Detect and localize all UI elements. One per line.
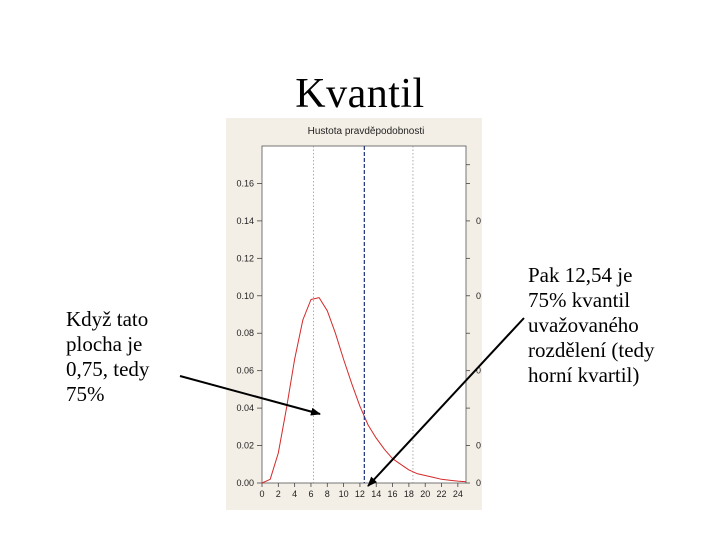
x-tick-label: 22 (437, 489, 447, 499)
y-tick-label: 0.10 (236, 291, 254, 301)
y-tick-label: 0.00 (236, 478, 254, 488)
right-annotation: Pak 12,54 je 75% kvantil uvažovaného roz… (528, 263, 655, 387)
right-y-tick-label: 0 (476, 366, 481, 376)
x-tick-label: 2 (276, 489, 281, 499)
x-tick-label: 4 (292, 489, 297, 499)
slide-title: Kvantil (295, 71, 425, 117)
right-y-tick-label: 0 (476, 291, 481, 301)
density-chart-svg: Hustota pravděpodobnosti 0.000.02 00.040.… (226, 118, 482, 510)
y-tick-label: 0.08 (236, 328, 254, 338)
x-tick-label: 10 (339, 489, 349, 499)
axis-layer: 0.00 0.02 0 0.04 0.06 0 0.08 0.10 0 0.12 0.14 0 0.16… (236, 164, 481, 499)
chart-title: Hustota pravděpodobnosti (308, 126, 425, 137)
grid-layer (313, 146, 414, 483)
area-arrow (179, 375, 321, 416)
y-tick-label: 0.12 (236, 253, 254, 263)
x-tick-label: 18 (404, 489, 414, 499)
y-tick-label: 0.04 (236, 403, 254, 413)
left-annotation: Když tato plocha je 0,75, tedy 75% (66, 307, 150, 406)
right-y-tick-label: 0 (476, 478, 481, 488)
right-y-tick-label: 0 (476, 216, 481, 226)
y-tick-label: 0.16 (236, 178, 254, 188)
quantile-arrow (367, 317, 525, 487)
x-tick-label: 0 (259, 489, 264, 499)
x-tick-label: 6 (308, 489, 313, 499)
x-tick-label: 12 (355, 489, 365, 499)
x-tick-label: 16 (388, 489, 398, 499)
y-tick-label: 0.14 (236, 216, 254, 226)
x-tick-label: 8 (325, 489, 330, 499)
x-tick-label: 24 (453, 489, 463, 499)
right-y-tick-label: 0 (476, 441, 481, 451)
density-curve (261, 297, 467, 484)
density-chart: Hustota pravděpodobnosti 0.00 0.02 0 0.04 0.… (226, 118, 482, 510)
y-tick-label: 0.06 (236, 366, 254, 376)
y-tick-label: 0.02 (236, 441, 254, 451)
x-tick-label: 20 (420, 489, 430, 499)
series-layer (261, 146, 467, 484)
x-tick-label: 14 (371, 489, 381, 499)
